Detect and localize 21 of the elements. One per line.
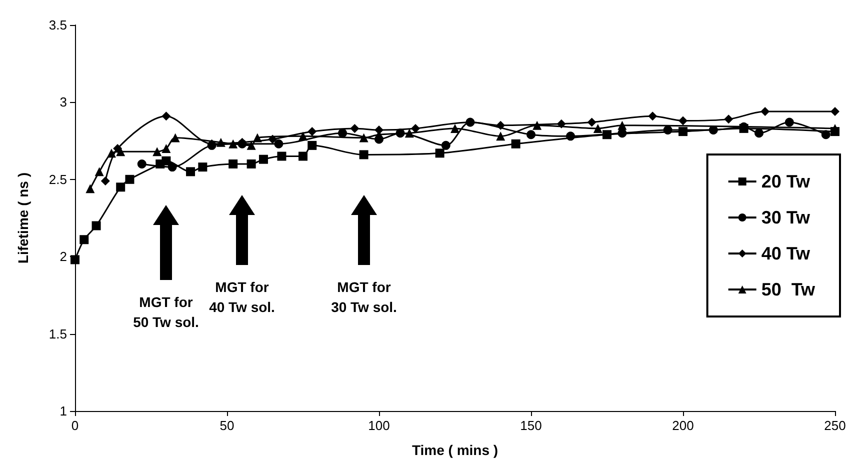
legend-label: 50 Tw bbox=[761, 280, 816, 300]
y-tick-label: 1 bbox=[60, 404, 67, 418]
y-tick-label: 2 bbox=[60, 249, 67, 264]
x-axis-title: Time ( mins ) bbox=[412, 442, 498, 458]
y-axis-title: Lifetime ( ns ) bbox=[15, 172, 31, 264]
x-tick-label: 150 bbox=[520, 418, 542, 433]
annotation: MGT for 40 Tw sol. bbox=[209, 279, 275, 315]
legend-label: 30 Tw bbox=[761, 208, 811, 228]
y-tick-label: 2.5 bbox=[48, 172, 67, 187]
legend-label: 20 Tw bbox=[761, 172, 811, 192]
legend-label: 40 Tw bbox=[761, 244, 811, 264]
x-tick-label: 100 bbox=[368, 418, 390, 433]
y-tick-label: 3 bbox=[60, 94, 67, 110]
annotation: MGT for 50 Tw sol. bbox=[133, 294, 199, 330]
y-tick-label: 3.5 bbox=[48, 18, 67, 32]
x-tick-label: 0 bbox=[71, 418, 79, 433]
x-tick-label: 50 bbox=[220, 418, 234, 433]
y-tick-label: 1.5 bbox=[48, 326, 67, 342]
annotation: MGT for 30 Tw sol. bbox=[331, 279, 397, 315]
x-tick-label: 200 bbox=[672, 418, 694, 433]
x-tick-label: 250 bbox=[824, 418, 846, 433]
